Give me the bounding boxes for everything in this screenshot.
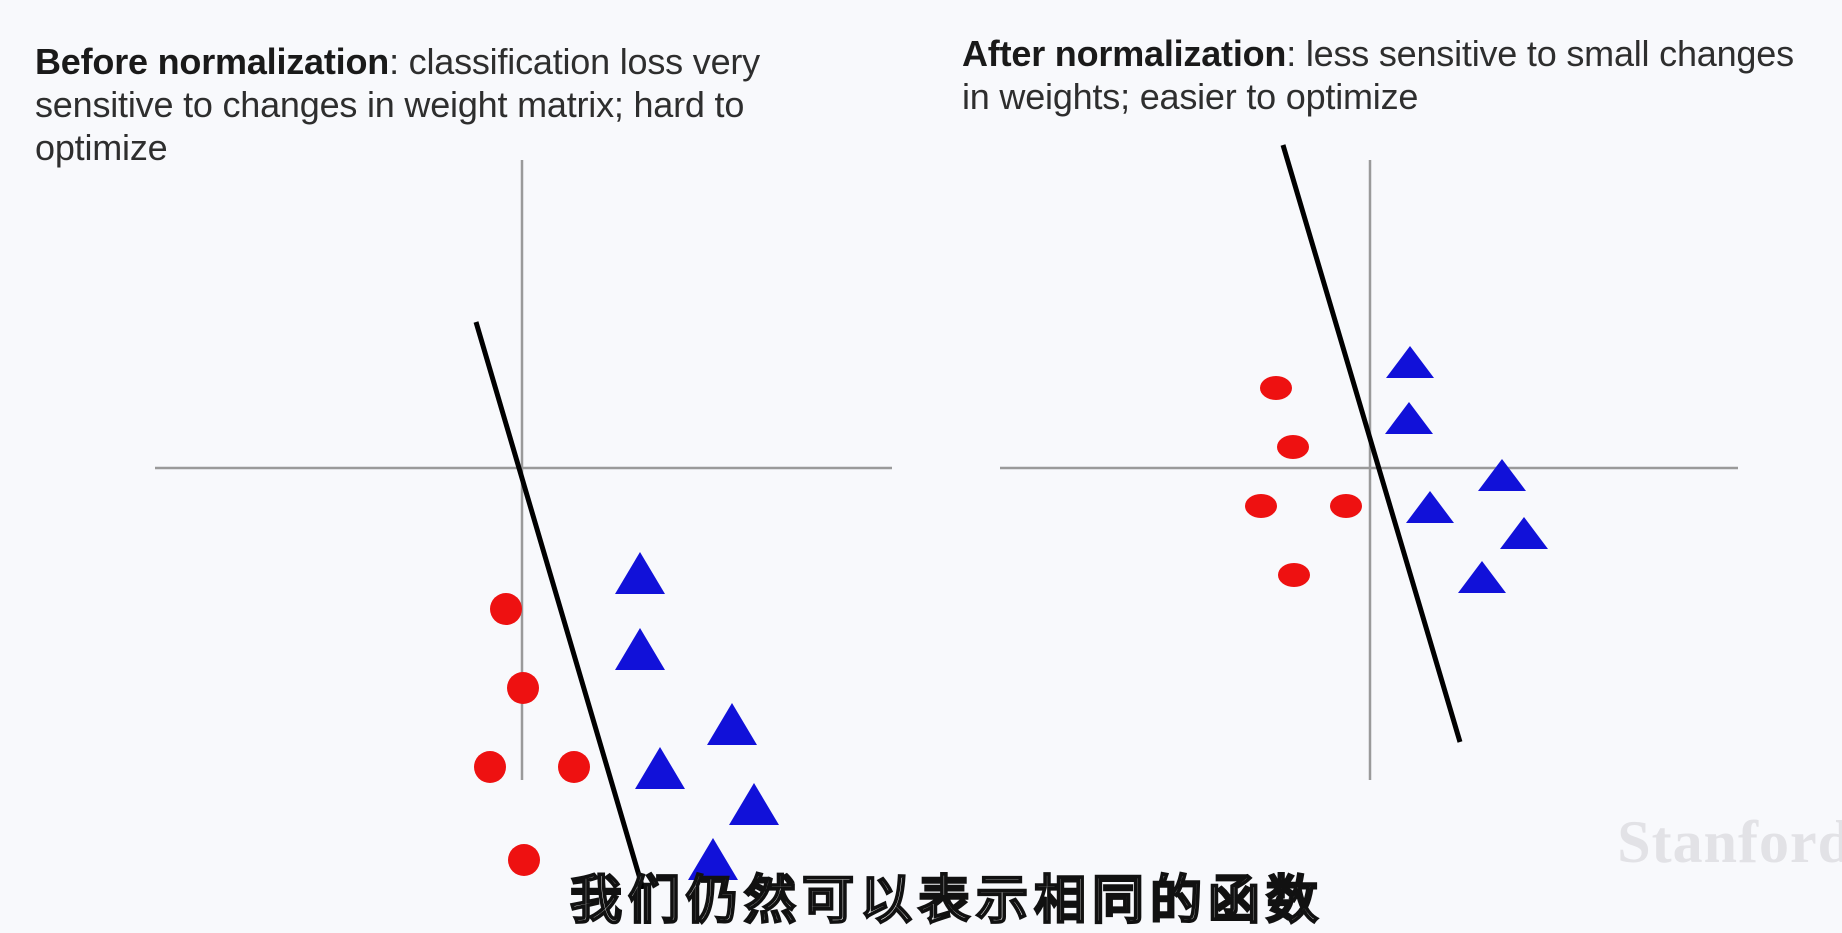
left-circles: [474, 593, 590, 876]
right-triangle: [1458, 561, 1506, 593]
left-triangle: [615, 552, 665, 594]
left-triangles: [615, 552, 779, 880]
normalization-diagram: [155, 144, 1738, 889]
left-circle: [507, 672, 539, 704]
right-circle: [1278, 563, 1310, 587]
video-subtitle: 我们仍然可以表示相同的函数: [569, 870, 1325, 932]
left-decision-boundary: [473, 321, 646, 889]
right-triangle: [1385, 402, 1433, 434]
right-circle: [1260, 376, 1292, 400]
caption-after-normalization: After normalization: less sensitive to s…: [962, 32, 1822, 118]
caption-before-bold: Before normalization: [35, 41, 390, 82]
right-circles: [1245, 376, 1362, 587]
left-triangle: [635, 747, 685, 789]
left-triangle: [707, 703, 757, 745]
left-triangle: [688, 838, 738, 880]
caption-before-normalization: Before normalization: classification los…: [35, 40, 835, 170]
right-triangle: [1500, 517, 1548, 549]
stanford-watermark: Stanford: [1617, 809, 1842, 875]
right-circle: [1245, 494, 1277, 518]
left-circle: [490, 593, 522, 625]
left-circle: [558, 751, 590, 783]
left-circle: [474, 751, 506, 783]
right-triangle: [1478, 459, 1526, 491]
right-triangles: [1385, 346, 1548, 593]
left-panel: [155, 160, 892, 889]
caption-after-text: : less sensitive to small changes in wei…: [962, 33, 1794, 118]
caption-after-bold: After normalization: [962, 33, 1287, 74]
left-triangle: [729, 783, 779, 825]
right-panel: [1000, 144, 1738, 780]
caption-before-text: : classification loss very sensitive to …: [35, 41, 760, 169]
right-circle: [1330, 494, 1362, 518]
left-triangle: [615, 628, 665, 670]
left-circle: [508, 844, 540, 876]
right-circle: [1277, 435, 1309, 459]
right-triangle: [1406, 491, 1454, 523]
right-triangle: [1386, 346, 1434, 378]
right-decision-boundary: [1280, 144, 1463, 743]
